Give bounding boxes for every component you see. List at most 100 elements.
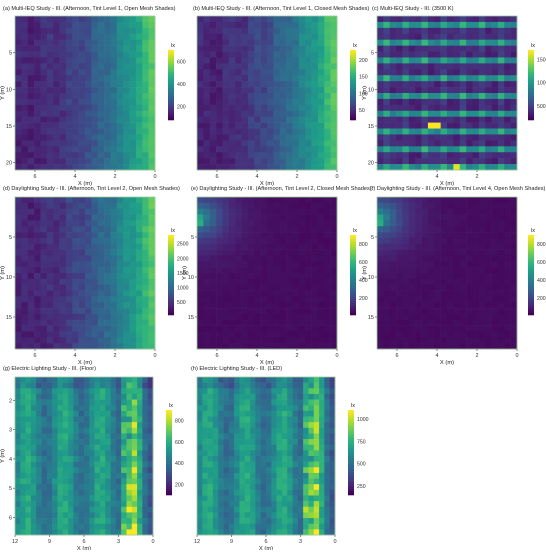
heatmap-cell: [415, 93, 422, 99]
heatmap-cell: [261, 383, 267, 389]
heatmap-cell: [73, 445, 79, 451]
heatmap-cell: [390, 69, 397, 75]
heatmap-cell: [447, 158, 454, 164]
colorbar-tick-label: 200: [359, 58, 368, 64]
heatmap-cell: [123, 197, 130, 203]
heatmap-cell: [318, 226, 325, 232]
heatmap-cell: [34, 197, 41, 203]
colorbar-step: [350, 281, 356, 283]
heatmap-cell: [235, 75, 242, 81]
heatmap-cell: [254, 40, 261, 46]
heatmap-cell: [84, 512, 90, 518]
heatmap-cell: [130, 75, 137, 81]
heatmap-cell: [472, 308, 479, 314]
heatmap-cell: [292, 296, 299, 302]
heatmap-cell: [235, 273, 242, 279]
heatmap-cell: [298, 439, 304, 445]
heatmap-cell: [60, 238, 67, 244]
colorbar-step: [350, 96, 356, 98]
heatmap-cell: [485, 63, 492, 69]
heatmap-cell: [79, 400, 85, 406]
heatmap-cell: [216, 343, 223, 349]
heatmap-cell: [267, 261, 274, 267]
colorbar-step: [350, 50, 356, 52]
heatmap-cell: [235, 105, 242, 111]
heatmap-cell: [273, 87, 280, 93]
heatmap-cell: [104, 164, 111, 170]
x-tick-label: 6: [215, 353, 218, 359]
heatmap-cell: [197, 57, 204, 63]
heatmap-cell: [460, 69, 467, 75]
heatmap-cell: [216, 46, 223, 52]
heatmap-cell: [149, 87, 156, 93]
heatmap-cell: [40, 146, 47, 152]
heatmap-cell: [117, 99, 124, 105]
heatmap-cell: [84, 417, 90, 423]
heatmap-cell: [85, 314, 92, 320]
heatmap-cell: [31, 518, 37, 524]
heatmap-cell: [453, 140, 460, 146]
heatmap-cell: [312, 308, 319, 314]
heatmap-cell: [104, 99, 111, 105]
heatmap-cell: [34, 164, 41, 170]
heatmap-cell: [377, 220, 384, 226]
heatmap-cell: [287, 400, 293, 406]
heatmap-cell: [292, 209, 299, 215]
heatmap-cell: [95, 422, 101, 428]
heatmap-cell: [34, 40, 41, 46]
heatmap-cell: [277, 439, 283, 445]
heatmap-cell: [434, 28, 441, 34]
heatmap-cell: [142, 134, 149, 140]
colorbar-step: [350, 289, 356, 291]
heatmap-cell: [15, 57, 22, 63]
heatmap-cell: [261, 93, 268, 99]
heatmap-cell: [208, 388, 214, 394]
heatmap-cell: [428, 52, 435, 58]
heatmap-cell: [383, 52, 390, 58]
y-axis-label: Y (m): [0, 86, 6, 100]
heatmap-cell: [28, 343, 35, 349]
colorbar-step: [528, 62, 534, 64]
heatmap-cell: [460, 81, 467, 87]
heatmap-cell: [472, 87, 479, 93]
heatmap-cell: [47, 285, 54, 291]
heatmap-cell: [68, 524, 74, 530]
heatmap-cell: [318, 343, 325, 349]
heatmap-cell: [324, 417, 330, 423]
colorbar-step: [350, 92, 356, 94]
heatmap-cell: [460, 343, 467, 349]
heatmap-cell: [117, 215, 124, 221]
heatmap-cell: [447, 255, 454, 261]
heatmap-cell: [202, 411, 208, 417]
colorbar-step: [528, 50, 534, 52]
heatmap-cell: [235, 220, 242, 226]
heatmap-cell: [396, 22, 403, 28]
heatmap-cell: [60, 111, 67, 117]
heatmap-cell: [254, 164, 261, 170]
heatmap-cell: [479, 331, 486, 337]
heatmap-cell: [47, 462, 53, 468]
heatmap-cell: [331, 238, 338, 244]
heatmap-cell: [26, 417, 32, 423]
heatmap-cell: [47, 203, 54, 209]
heatmap-cell: [248, 267, 255, 273]
heatmap-cell: [40, 302, 47, 308]
heatmap-cell: [79, 146, 86, 152]
colorbar-step: [350, 73, 356, 75]
panel-c-title: (c) Multi-IEQ Study - III. (3500 K): [372, 6, 454, 12]
heatmap-cell: [267, 140, 274, 146]
heatmap-cell: [98, 134, 105, 140]
heatmap-cell: [422, 99, 429, 105]
heatmap-cell: [40, 291, 47, 297]
heatmap-cell: [117, 93, 124, 99]
heatmap-cell: [15, 484, 21, 490]
heatmap-panel-b: (b) Multi-IEQ Study - III. (Afternoon, T…: [193, 6, 369, 187]
heatmap-cell: [422, 69, 429, 75]
heatmap-cell: [267, 123, 274, 129]
heatmap-cell: [324, 220, 331, 226]
heatmap-cell: [60, 232, 67, 238]
heatmap-cell: [377, 123, 384, 129]
heatmap-cell: [472, 99, 479, 105]
heatmap-cell: [53, 146, 60, 152]
heatmap-cell: [235, 34, 242, 40]
